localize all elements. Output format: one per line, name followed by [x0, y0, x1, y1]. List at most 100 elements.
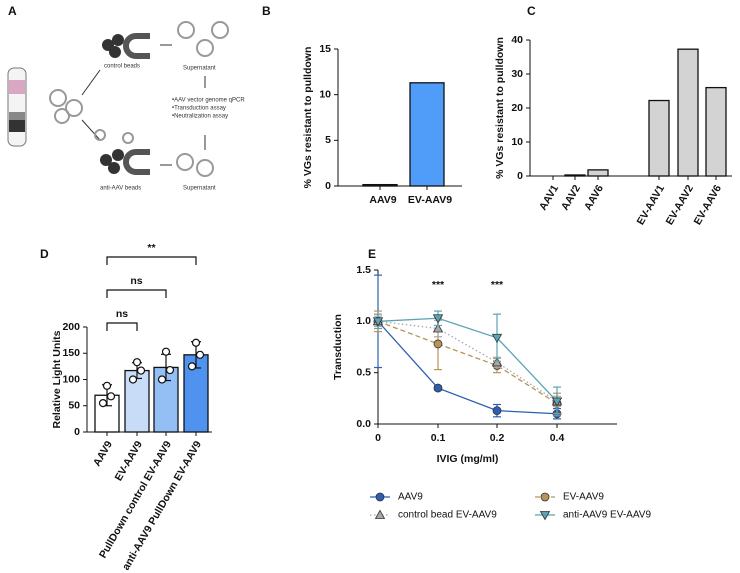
label: •Transduction assay: [172, 106, 226, 112]
marker: [539, 511, 551, 521]
legend-label: control bead EV-AAV9: [398, 510, 497, 521]
marker: [540, 492, 550, 502]
panel-label: B: [262, 4, 271, 18]
series-line: [377, 320, 558, 415]
bar: [677, 48, 699, 177]
marker: [432, 314, 444, 324]
x-tick-label: EV-AAV9: [408, 194, 452, 206]
label: •Neutralization assay: [172, 114, 228, 120]
bead: [109, 46, 121, 58]
marker: [372, 317, 384, 327]
legend-item: control bead EV-AAV9: [370, 510, 497, 521]
x-tick-label: EV-AAV1: [635, 183, 668, 227]
y-tick-label: 50: [68, 400, 80, 412]
x-tick-label: AAV2: [559, 183, 583, 213]
y-axis-label: Relative Light Units: [51, 330, 63, 428]
tube-layer: [9, 80, 25, 94]
y-axis-label: % VGs resistant to pulldown: [302, 47, 314, 189]
marker: [375, 492, 385, 502]
bar: [564, 174, 586, 177]
y-axis-label: Transduction: [332, 314, 344, 380]
bar: [705, 86, 727, 177]
data-point: [132, 358, 142, 367]
comparison-label: ns: [130, 275, 142, 287]
series-line: [377, 320, 558, 402]
data-point: [102, 381, 112, 390]
panel-label: A: [8, 4, 17, 18]
data-point: [98, 399, 108, 408]
legend-item: anti-AAV9 EV-AAV9: [535, 510, 651, 521]
y-tick-label: 1.0: [356, 315, 371, 327]
bead: [112, 149, 124, 161]
y-tick-label: 100: [62, 373, 80, 385]
comparison-label: **: [147, 242, 156, 254]
y-tick-label: 0: [74, 426, 80, 438]
x-axis-label: IVIG (mg/ml): [437, 453, 499, 465]
label: Supernatant: [183, 66, 216, 72]
x-tick-label: AAV6: [582, 183, 606, 213]
series-line: [377, 317, 558, 402]
vesicle: [196, 39, 214, 57]
panel-label: C: [527, 4, 536, 18]
vesicle: [65, 99, 83, 117]
y-tick-label: 30: [511, 68, 523, 80]
y-tick-label: 0.0: [356, 418, 371, 430]
marker: [432, 323, 444, 333]
y-tick-label: 5: [325, 134, 331, 146]
marker: [492, 406, 502, 416]
label: •AAV vector genome qPCR: [172, 98, 245, 104]
x-tick-label: EV-AAV9: [113, 439, 146, 483]
bar: [362, 183, 398, 187]
annotation: ***: [491, 279, 504, 291]
y-tick-label: 150: [62, 347, 80, 359]
x-tick-label: 0.4: [550, 432, 565, 444]
marker: [491, 333, 503, 344]
y-tick-label: 20: [511, 102, 523, 114]
x-tick-label: AAV1: [537, 183, 561, 213]
bar: [648, 99, 670, 177]
label: control beads: [104, 64, 140, 70]
y-tick-label: 15: [319, 43, 331, 55]
vesicle: [211, 21, 229, 39]
data-point: [191, 338, 201, 347]
y-tick-label: 10: [319, 88, 331, 100]
vesicle: [196, 159, 214, 177]
x-tick-label: EV-AAV6: [692, 183, 725, 227]
data-point: [128, 375, 138, 384]
vesicle: [177, 21, 195, 39]
bead: [100, 154, 112, 166]
data-point: [161, 347, 171, 356]
tube: [7, 67, 27, 147]
marker: [433, 383, 443, 393]
x-tick-label: 0.2: [490, 432, 505, 444]
legend-item: AAV9: [370, 492, 423, 503]
comparison-bracket: [106, 256, 197, 265]
magnet: [123, 33, 150, 59]
vesicle: [49, 89, 67, 107]
bead: [112, 34, 124, 46]
y-tick-label: 40: [511, 34, 523, 46]
data-point: [136, 366, 146, 375]
arrow: [81, 119, 101, 141]
y-axis-label: % VGs resistant to pulldown: [494, 37, 506, 179]
panel-label: E: [368, 247, 376, 261]
magnet: [123, 149, 150, 175]
y-tick-label: 0: [325, 180, 331, 192]
legend-label: anti-AAV9 EV-AAV9: [563, 510, 651, 521]
data-point: [165, 365, 175, 375]
data-point: [187, 362, 197, 371]
legend-item: EV-AAV9: [535, 492, 604, 503]
y-tick-label: 200: [62, 321, 80, 333]
series-line: [377, 320, 558, 405]
y-tick-label: 1.5: [356, 264, 371, 276]
panel-a: A control beads Supernatant •AAV vector …: [7, 4, 245, 192]
marker: [374, 509, 386, 519]
marker: [433, 339, 443, 349]
bar: [587, 169, 609, 177]
tube-layer: [9, 120, 25, 132]
annotation: ***: [432, 279, 445, 291]
bar: [409, 82, 445, 187]
vesicle: [94, 129, 106, 141]
vesicle: [122, 132, 134, 144]
